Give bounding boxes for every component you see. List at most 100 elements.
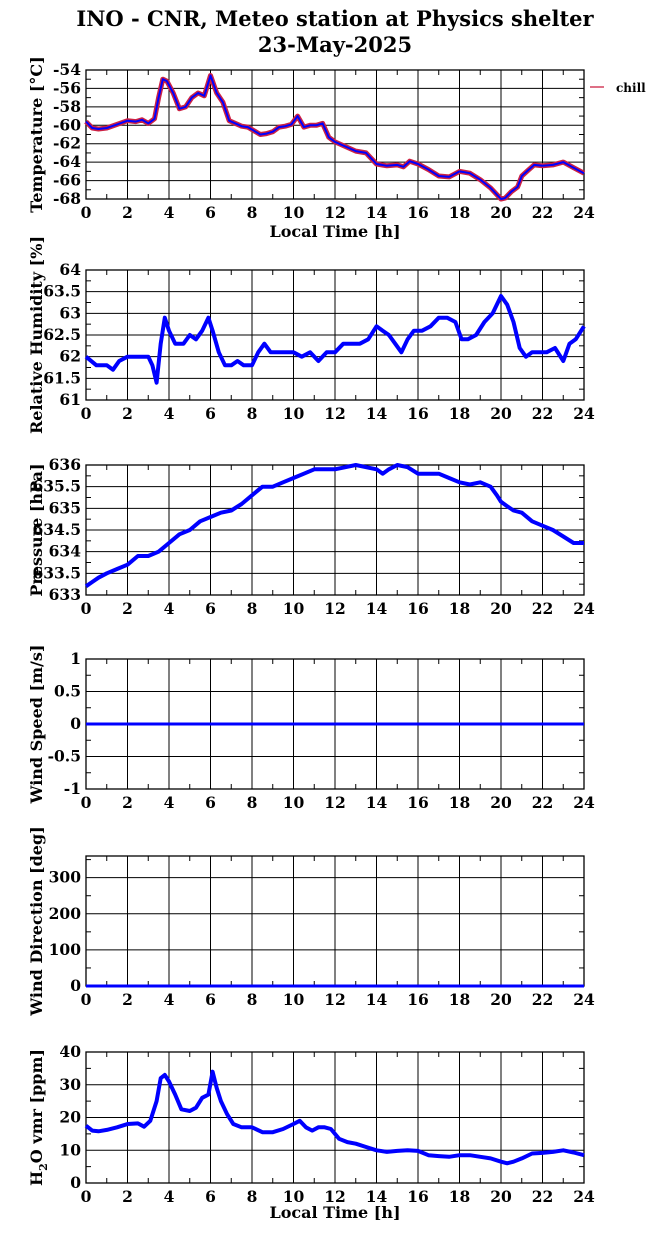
plot-frame [85, 1051, 585, 1184]
x-tick-label: 24 [573, 1187, 595, 1206]
x-tick-label: 18 [449, 990, 471, 1009]
y-axis-label: Temperature [°C] [27, 56, 46, 212]
y-tick-label: 10 [59, 1140, 81, 1159]
y-tick-label: 0 [70, 714, 81, 733]
x-tick-label: 10 [283, 203, 305, 222]
x-tick-label: 8 [247, 404, 258, 423]
x-tick-label: 8 [247, 1187, 258, 1206]
y-tick-label: 40 [59, 1042, 81, 1061]
x-tick-label: 10 [283, 1187, 305, 1206]
x-tick-label: 18 [449, 599, 471, 618]
y-tick-label: 30 [59, 1075, 81, 1094]
x-tick-label: 22 [532, 203, 554, 222]
y-tick-label: 200 [49, 904, 82, 923]
x-tick-label: 2 [122, 793, 133, 812]
x-tick-label: 16 [407, 990, 429, 1009]
x-tick-label: 8 [247, 990, 258, 1009]
y-tick-label: -58 [53, 97, 81, 116]
y-tick-label: 633 [49, 585, 81, 604]
y-tick-label: -0.5 [48, 747, 81, 766]
y-tick-label: 634 [49, 542, 82, 561]
x-tick-label: 6 [205, 793, 216, 812]
series-line [84, 463, 584, 588]
plot-frame [85, 69, 585, 200]
y-tick-label: 635.5 [32, 477, 81, 496]
x-tick-label: 10 [283, 599, 305, 618]
y-tick-label: 634.5 [32, 520, 81, 539]
y-axis-label: Wind Speed [m/s] [27, 645, 46, 805]
x-tick-label: 8 [247, 203, 258, 222]
y-tick-label: 20 [59, 1108, 81, 1127]
y-tick-label: 635 [49, 498, 81, 517]
x-tick-label: 12 [324, 793, 346, 812]
series-line [85, 74, 585, 200]
x-tick-label: 22 [532, 1187, 554, 1206]
x-tick-label: 22 [532, 404, 554, 423]
y-tick-label: 0.5 [54, 682, 81, 701]
x-tick-label: 0 [81, 404, 92, 423]
x-tick-label: 12 [324, 599, 346, 618]
y-axis-label: Relative Humidity [%] [27, 236, 46, 434]
panels: -68-66-64-62-60-58-56-540 2 4 6 8 10 12 14 16 18 2… [27, 56, 646, 1222]
x-tick-label: 0 [81, 1187, 92, 1206]
y-tick-label: 62 [59, 347, 81, 366]
x-tick-label: 6 [205, 599, 216, 618]
x-tick-label: 0 [81, 599, 92, 618]
x-tick-label: 24 [573, 599, 595, 618]
x-tick-label: 0 [81, 793, 92, 812]
x-tick-label: 2 [122, 404, 133, 423]
y-tick-label: 63 [59, 303, 81, 322]
x-tick-label: 12 [324, 404, 346, 423]
y-tick-label: 100 [49, 940, 82, 959]
x-tick-label: 4 [164, 793, 175, 812]
y-tick-label: 0 [70, 976, 81, 995]
x-tick-label: 16 [407, 793, 429, 812]
x-tick-label: 14 [366, 1187, 388, 1206]
x-axis-label: Local Time [h] [269, 222, 400, 241]
x-tick-label: 2 [122, 203, 133, 222]
x-tick-label: 12 [324, 203, 346, 222]
y-tick-label: 300 [49, 868, 82, 887]
y-tick-label: 0 [70, 1173, 81, 1192]
x-tick-label: 14 [366, 404, 388, 423]
series-line [84, 294, 586, 385]
x-tick-label: 16 [407, 1187, 429, 1206]
x-tick-label: 18 [449, 404, 471, 423]
x-tick-label: 4 [164, 1187, 175, 1206]
x-tick-label: 20 [490, 793, 512, 812]
x-tick-label: 6 [205, 990, 216, 1009]
y-tick-label: -56 [53, 78, 81, 97]
x-tick-label: 22 [532, 990, 554, 1009]
x-tick-label: 22 [532, 793, 554, 812]
panel-0: -68-66-64-62-60-58-56-540 2 4 6 8 10 12 14 16 18 2… [27, 56, 646, 241]
y-tick-label: 633.5 [32, 563, 81, 582]
x-tick-label: 24 [573, 404, 595, 423]
series-line [84, 1069, 585, 1166]
x-tick-label: 10 [283, 990, 305, 1009]
x-tick-label: 16 [407, 203, 429, 222]
x-tick-label: 0 [81, 203, 92, 222]
x-tick-label: 20 [490, 404, 512, 423]
y-axis-label: Wind Direction [deg] [27, 826, 46, 1017]
y-tick-label: -62 [53, 134, 81, 153]
x-tick-label: 4 [164, 203, 175, 222]
x-tick-label: 10 [283, 793, 305, 812]
x-tick-label: 0 [81, 990, 92, 1009]
x-tick-label: 4 [164, 990, 175, 1009]
y-tick-label: -68 [53, 189, 81, 208]
x-tick-label: 12 [324, 990, 346, 1009]
x-tick-label: 6 [205, 404, 216, 423]
y-tick-label: 1 [70, 649, 81, 668]
x-tick-label: 20 [490, 990, 512, 1009]
x-tick-label: 14 [366, 599, 388, 618]
x-tick-label: 2 [122, 1187, 133, 1206]
x-tick-label: 22 [532, 599, 554, 618]
x-tick-label: 6 [205, 1187, 216, 1206]
x-tick-label: 16 [407, 599, 429, 618]
x-tick-label: 4 [164, 599, 175, 618]
x-tick-label: 8 [247, 793, 258, 812]
y-tick-label: 61 [59, 390, 81, 409]
